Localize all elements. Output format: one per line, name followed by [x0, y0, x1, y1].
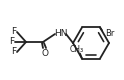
Text: CH₃: CH₃	[70, 45, 84, 54]
Text: Br: Br	[105, 29, 114, 38]
Text: F: F	[11, 48, 17, 56]
Text: F: F	[9, 38, 15, 46]
Text: HN: HN	[54, 30, 68, 38]
Text: O: O	[42, 48, 48, 58]
Text: F: F	[11, 28, 17, 36]
